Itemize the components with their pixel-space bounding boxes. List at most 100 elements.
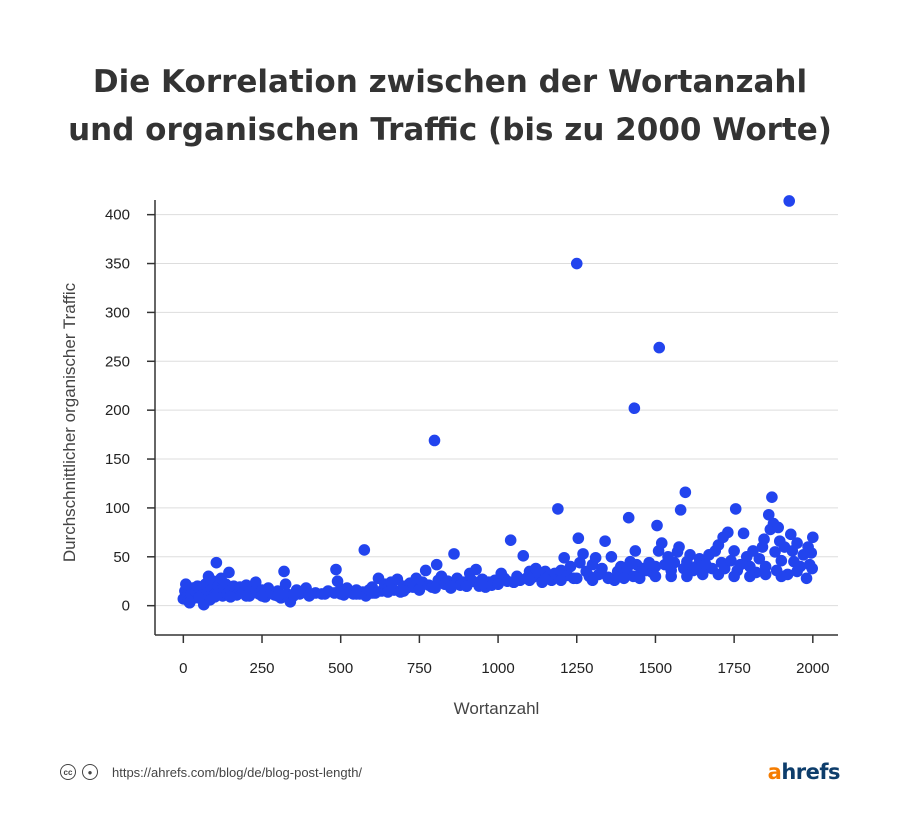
- data-point-244: [696, 568, 709, 581]
- data-points: [177, 195, 819, 611]
- data-point-124: [517, 550, 530, 562]
- chart-title-line-1: Die Korrelation zwischen der Wortanzahl: [92, 64, 808, 100]
- data-point-182: [674, 504, 687, 516]
- y-tick-label-250: 250: [105, 353, 130, 370]
- data-point-275: [209, 591, 221, 603]
- data-point-251: [586, 574, 599, 587]
- data-point-220: [772, 521, 784, 534]
- x-tick-label-1750: 1750: [717, 660, 750, 677]
- data-point-152: [599, 535, 611, 547]
- data-point-268: [319, 588, 331, 600]
- data-point-265: [366, 587, 378, 599]
- y-tick-label-100: 100: [105, 500, 130, 517]
- data-point-96: [430, 558, 443, 571]
- source-url[interactable]: https://ahrefs.com/blog/de/blog-post-len…: [112, 764, 363, 780]
- data-point-247: [649, 570, 662, 583]
- data-point-72: [358, 544, 371, 556]
- data-point-163: [628, 402, 641, 415]
- x-tick-label-1500: 1500: [639, 660, 672, 677]
- y-tick-label-150: 150: [105, 451, 130, 468]
- data-point-144: [574, 556, 586, 569]
- data-point-271: [271, 590, 284, 602]
- ahrefs-logo: ahrefs: [767, 760, 841, 784]
- data-point-267: [334, 588, 347, 600]
- data-point-259: [460, 580, 473, 592]
- data-point-262: [413, 584, 426, 596]
- data-point-242: [791, 565, 803, 578]
- data-point-237: [806, 562, 818, 575]
- data-point-142: [570, 257, 583, 270]
- data-point-200: [725, 554, 737, 567]
- data-point-243: [712, 568, 725, 581]
- data-point-248: [633, 572, 646, 585]
- data-point-202: [729, 503, 742, 515]
- data-point-49: [279, 578, 292, 590]
- y-tick-label-200: 200: [105, 402, 130, 419]
- data-point-120: [504, 534, 517, 546]
- data-point-254: [539, 573, 552, 586]
- data-point-154: [605, 550, 618, 563]
- y-axis-ticks: 0 50 100 150 200 250 300 350 400: [105, 207, 155, 615]
- data-point-246: [665, 570, 677, 583]
- x-tick-label-0: 0: [179, 660, 187, 677]
- data-point-255: [523, 574, 536, 587]
- data-point-252: [570, 572, 583, 585]
- data-point-172: [651, 519, 663, 532]
- data-point-269: [303, 589, 316, 601]
- data-point-48: [278, 565, 290, 578]
- logo-letter-a: a: [767, 760, 782, 784]
- footer: cc ● https://ahrefs.com/blog/de/blog-pos…: [60, 764, 362, 780]
- data-point-210: [753, 552, 766, 565]
- data-point-201: [728, 545, 740, 557]
- cc-icon: cc: [60, 764, 76, 780]
- logo-rest: hrefs: [781, 760, 840, 784]
- data-point-205: [737, 527, 750, 540]
- data-point-273: [240, 590, 253, 602]
- data-point-145: [577, 548, 589, 560]
- chart-title: Die Korrelation zwischen der Wortanzahl …: [0, 58, 900, 154]
- data-point-174: [653, 341, 666, 354]
- data-point-102: [448, 548, 460, 560]
- data-point-238: [728, 570, 740, 583]
- data-point-184: [679, 486, 692, 499]
- data-point-229: [791, 537, 803, 549]
- data-point-22: [210, 556, 223, 569]
- data-point-109: [470, 563, 482, 576]
- data-point-62: [330, 563, 342, 576]
- data-point-270: [287, 589, 300, 601]
- data-point-218: [769, 546, 781, 558]
- x-axis-label: Wortanzahl: [454, 699, 540, 718]
- data-point-151: [596, 562, 608, 575]
- y-tick-label-50: 50: [113, 549, 130, 566]
- data-point-245: [681, 570, 693, 583]
- data-point-266: [350, 588, 363, 600]
- y-tick-label-300: 300: [105, 304, 130, 321]
- x-tick-label-250: 250: [249, 660, 274, 677]
- by-icon: ●: [82, 764, 98, 780]
- data-point-216: [766, 491, 778, 503]
- data-point-239: [744, 570, 756, 583]
- data-point-95: [428, 434, 441, 447]
- data-point-92: [419, 564, 432, 577]
- y-tick-label-350: 350: [105, 256, 130, 273]
- x-tick-label-2000: 2000: [796, 660, 829, 677]
- data-point-236: [807, 531, 819, 544]
- data-point-143: [572, 532, 585, 545]
- data-point-264: [382, 586, 394, 598]
- x-axis-ticks: 0 250 500 750 1000 1250 1500 1750 2000: [179, 635, 830, 677]
- data-point-256: [508, 576, 520, 589]
- data-point-257: [492, 578, 504, 590]
- data-point-212: [758, 533, 770, 546]
- data-point-208: [747, 545, 759, 557]
- data-point-186: [684, 549, 696, 561]
- data-point-241: [775, 570, 788, 583]
- data-point-263: [397, 585, 410, 597]
- data-point-240: [759, 568, 772, 581]
- data-point-30: [223, 566, 235, 579]
- data-point-250: [602, 572, 615, 585]
- data-point-214: [762, 508, 775, 521]
- data-point-204: [734, 558, 747, 571]
- x-tick-label-1000: 1000: [481, 660, 514, 677]
- data-point-232: [800, 572, 813, 585]
